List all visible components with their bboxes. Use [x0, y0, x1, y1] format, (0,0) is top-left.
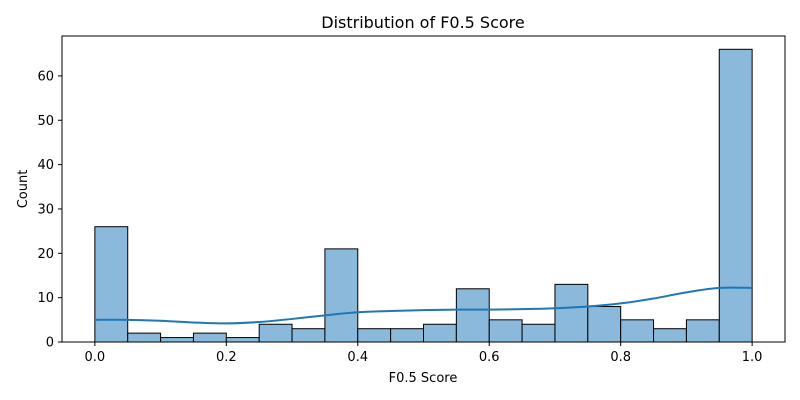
histogram-bar — [685, 319, 720, 343]
histogram-bar — [127, 332, 162, 343]
y-tick-label: 10 — [37, 291, 54, 306]
y-axis-label: Count — [16, 170, 31, 209]
x-tick-label: 0.0 — [85, 350, 106, 365]
histogram-bar — [587, 306, 622, 343]
histogram-bar — [455, 288, 490, 343]
plot-frame — [61, 35, 786, 343]
x-tick-label: 0.8 — [610, 350, 631, 365]
x-tick-label: 0.6 — [479, 350, 500, 365]
histogram-bar — [554, 283, 589, 343]
x-axis-label: F0.5 Score — [389, 371, 458, 386]
x-tick-label: 0.2 — [216, 350, 237, 365]
bars-group — [94, 48, 753, 343]
x-axis-ticks: 0.0 0.2 0.4 0.6 0.8 1.0 — [85, 342, 763, 365]
histogram-bar — [390, 328, 424, 343]
histogram-bar — [160, 337, 194, 343]
histogram-bar — [258, 323, 293, 343]
y-axis-ticks: 0 10 20 30 40 50 60 — [37, 69, 62, 351]
x-tick-label: 0.4 — [347, 350, 368, 365]
histogram-bar — [488, 319, 523, 343]
histogram-bar — [291, 328, 326, 343]
histogram-bar — [357, 328, 392, 343]
histogram-bar — [192, 332, 227, 343]
y-tick-label: 30 — [37, 202, 54, 217]
y-tick-label: 60 — [37, 69, 54, 84]
histogram-bar — [324, 248, 359, 343]
y-tick-label: 0 — [46, 336, 54, 351]
histogram-bar — [423, 323, 457, 343]
histogram-bar — [225, 337, 260, 343]
chart-title: Distribution of F0.5 Score — [321, 13, 524, 32]
y-tick-label: 40 — [37, 158, 54, 173]
y-tick-label: 20 — [37, 247, 54, 262]
histogram-bar — [521, 323, 556, 343]
x-tick-label: 1.0 — [742, 350, 763, 365]
y-tick-label: 50 — [37, 114, 54, 129]
histogram-bar — [620, 319, 655, 343]
histogram-bar — [94, 226, 129, 343]
histogram-bar — [653, 328, 687, 343]
kde-curve — [94, 286, 753, 325]
histogram-bar — [718, 48, 753, 343]
